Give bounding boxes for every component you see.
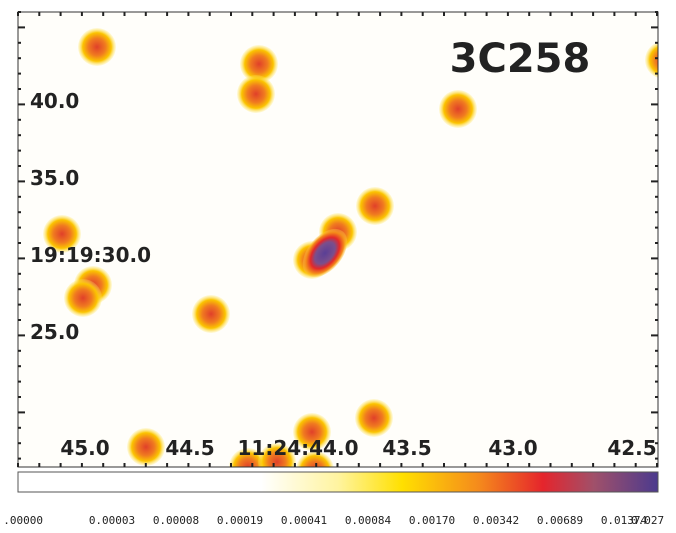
y-tick-label: 40.0 [30,89,79,113]
source [229,448,267,467]
source [355,399,393,437]
x-tick-label: 43.0 [488,436,537,460]
colorbar-label: 0.00003 [89,514,135,527]
source [296,451,334,467]
y-tick-label: 35.0 [30,166,79,190]
source [237,75,275,113]
source [64,279,102,317]
y-tick-label: 25.0 [30,320,79,344]
colorbar-label: 0.00084 [345,514,392,527]
colorbar-label: 0.01374 [601,514,648,527]
x-tick-label: 43.5 [382,436,431,460]
source [78,28,116,66]
x-tick-label: 45.0 [60,436,109,460]
sources [43,28,658,467]
colorbar-label: 0.027 [631,514,664,527]
x-tick-label: 42.5 [607,436,656,460]
colorbar [17,471,659,493]
source [192,295,230,333]
colorbar-label: .00000 [3,514,43,527]
source [293,413,331,451]
colorbar-label: 0.00008 [153,514,199,527]
colorbar-label: 0.00689 [537,514,583,527]
colorbar-label: 0.00041 [281,514,327,527]
image-title: 3C258 [450,36,591,82]
source [127,428,165,466]
colorbar-label: 0.00342 [473,514,519,527]
source [258,443,296,467]
x-tick-label: 44.5 [165,436,214,460]
colorbar-label: 0.00019 [217,514,263,527]
source [356,187,394,225]
y-tick-label: 19:19:30.0 [30,243,151,267]
source [439,90,477,128]
source [645,41,658,79]
x-tick-label: 11:24:44.0 [237,436,358,460]
bright-source [302,228,348,278]
source [43,215,81,253]
source [240,45,278,83]
tick-marks [17,11,658,467]
colorbar-label: 0.00170 [409,514,455,527]
